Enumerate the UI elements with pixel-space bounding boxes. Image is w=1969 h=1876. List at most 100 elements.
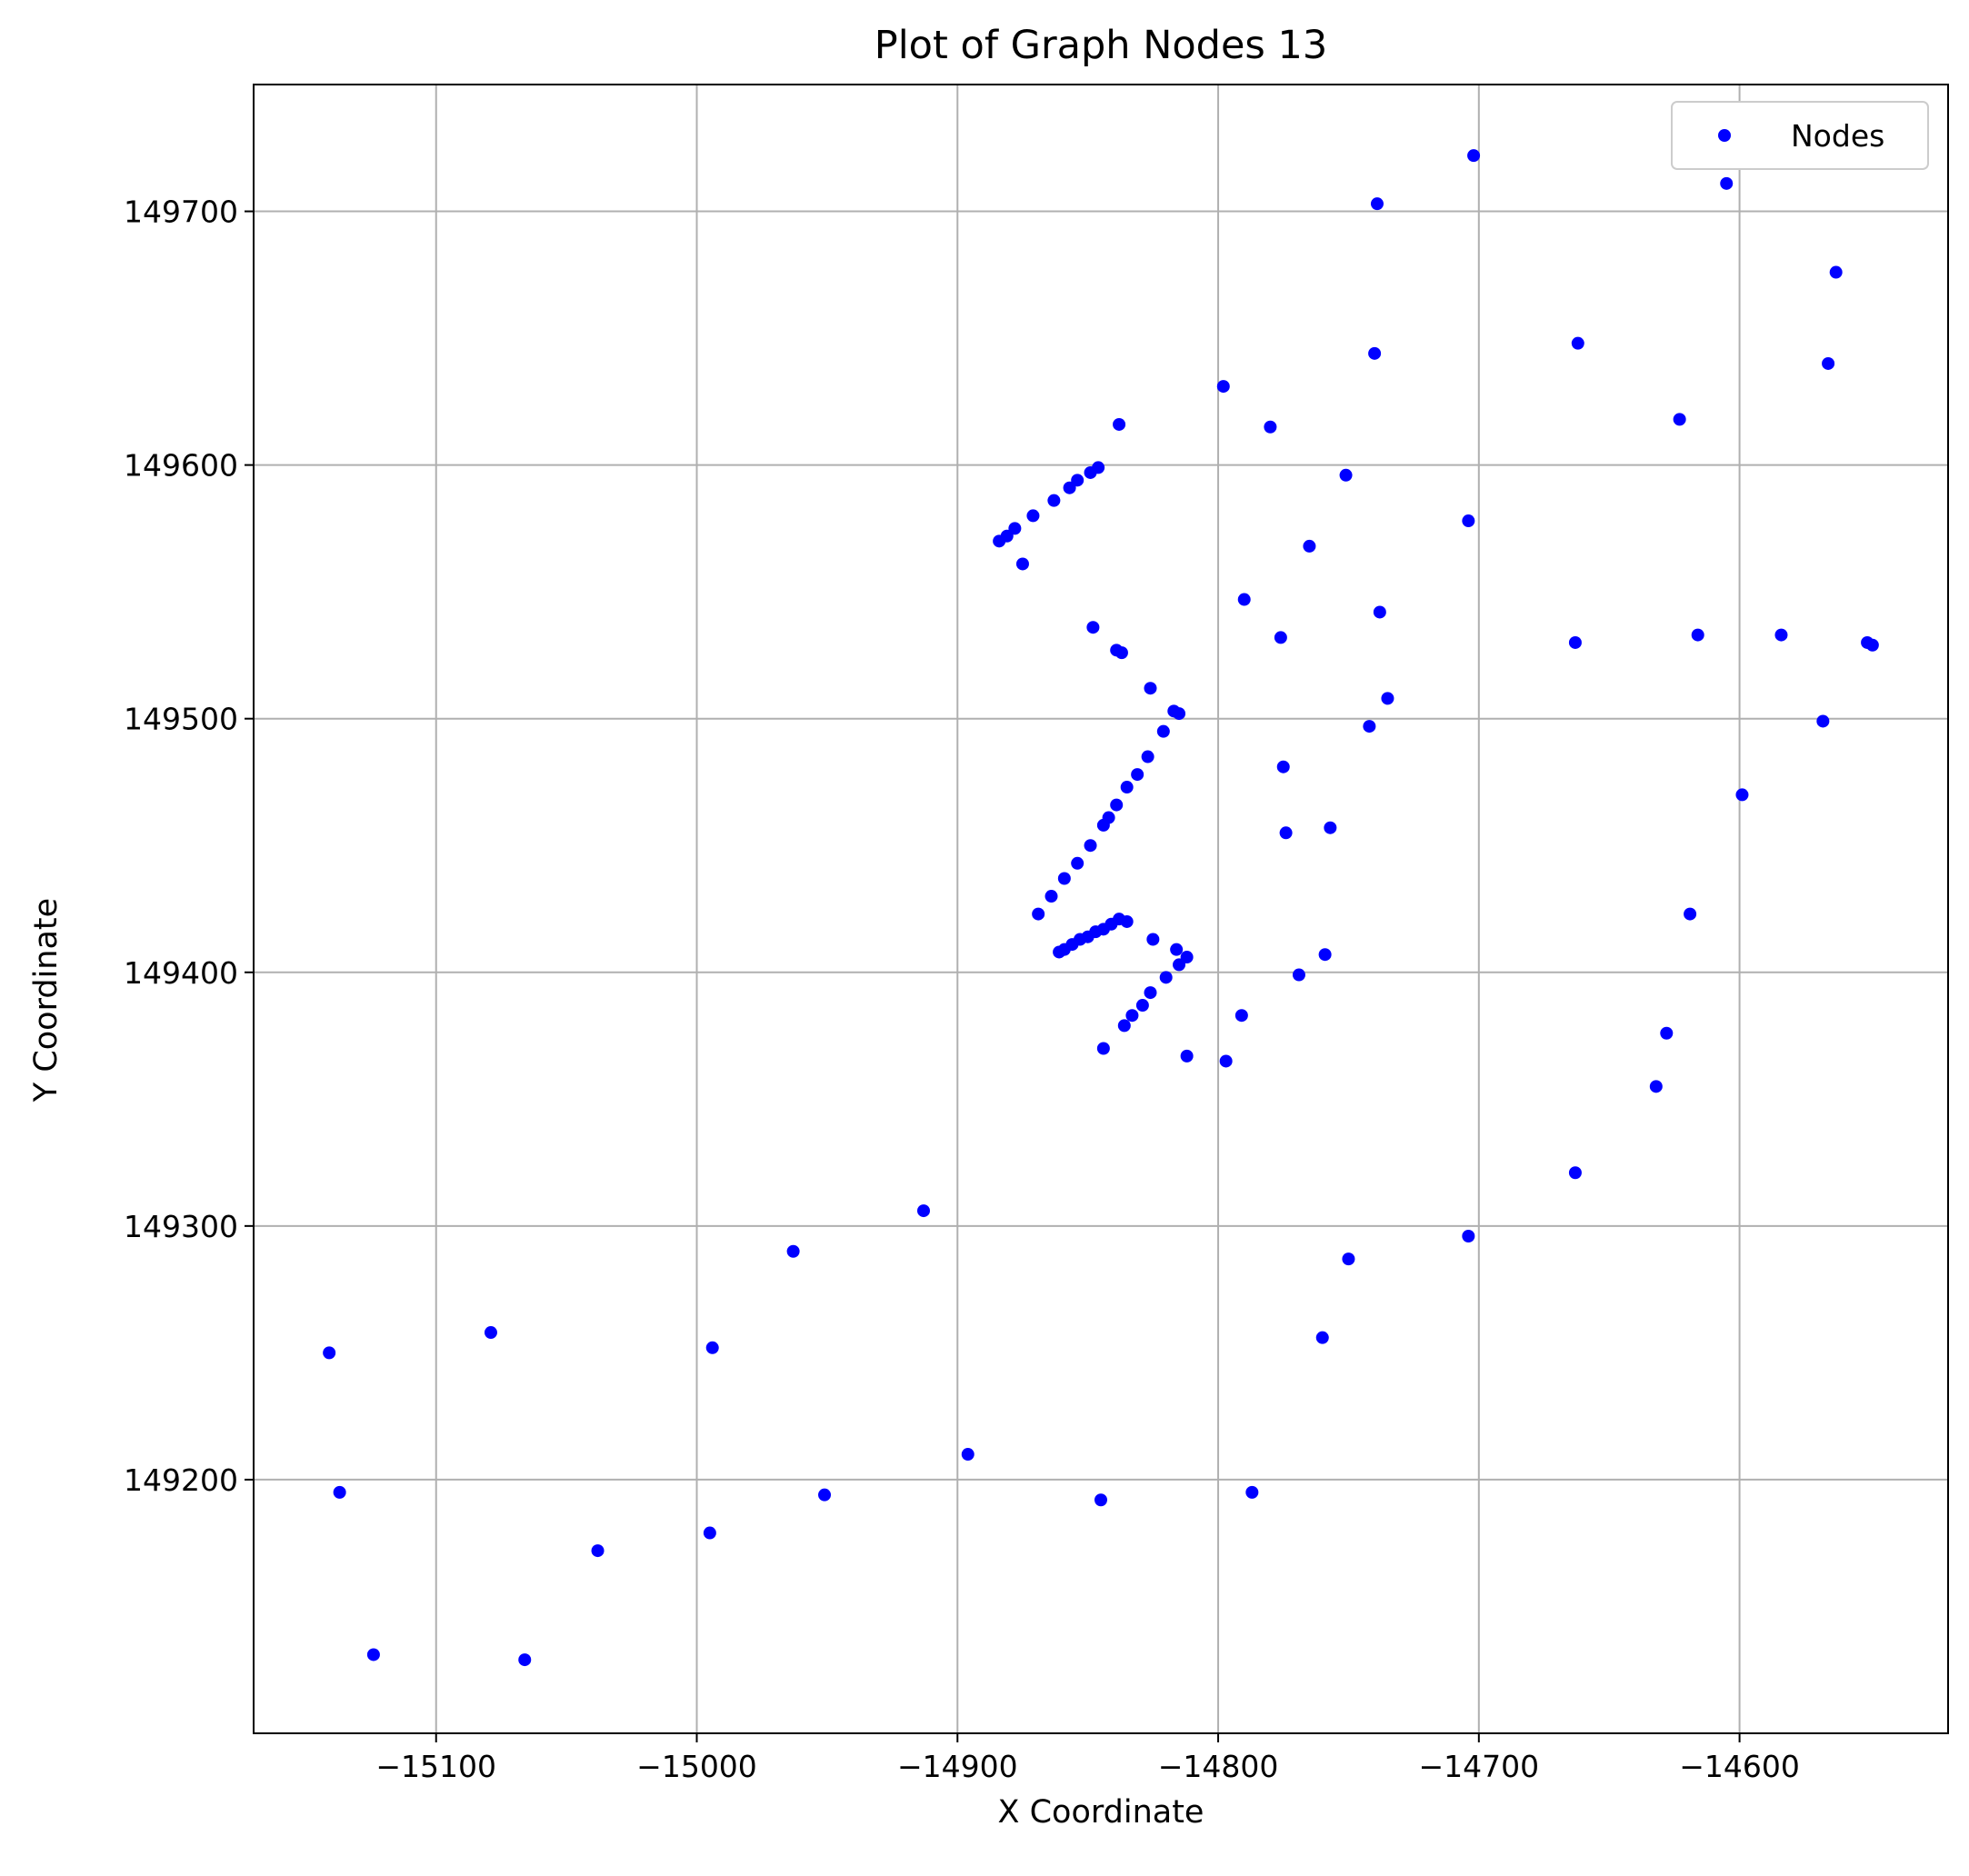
data-point	[1086, 621, 1100, 634]
data-point	[1125, 1009, 1139, 1023]
data-point	[1144, 682, 1157, 695]
data-point	[1071, 474, 1084, 487]
y-tick-label: 149600	[124, 448, 238, 484]
y-axis-label: Y Coordinate	[28, 898, 65, 1103]
x-tick-label: −14700	[1418, 1749, 1539, 1784]
data-point	[1113, 417, 1126, 431]
x-tick-label: −14600	[1679, 1749, 1800, 1784]
plot-frame	[253, 84, 1949, 1734]
data-point	[1084, 465, 1097, 479]
data-point	[1339, 468, 1353, 482]
data-point	[1342, 1252, 1355, 1266]
y-axis-ticks: 149200 149300 149400 149500 149600 149700	[124, 195, 254, 1498]
data-point	[323, 1346, 336, 1360]
data-point	[1096, 818, 1110, 832]
data-point	[1053, 945, 1066, 959]
data-point	[1649, 1080, 1663, 1093]
data-point	[366, 1648, 380, 1661]
legend-box	[1671, 101, 1929, 170]
data-point	[1047, 494, 1061, 507]
data-point	[333, 1485, 346, 1499]
data-point	[1084, 839, 1097, 853]
x-tick-label: −15100	[375, 1749, 496, 1784]
data-point	[484, 1326, 497, 1340]
data-point	[1110, 798, 1124, 812]
x-tick-label: −14900	[897, 1749, 1018, 1784]
data-point	[1829, 265, 1843, 279]
data-point	[1219, 1054, 1233, 1068]
data-point	[1173, 707, 1186, 721]
data-point	[1315, 1331, 1329, 1344]
data-point	[786, 1244, 800, 1258]
data-point	[1735, 788, 1749, 802]
data-point	[1691, 628, 1704, 642]
data-point	[1170, 943, 1184, 956]
data-point	[1096, 1042, 1110, 1055]
data-point	[1144, 986, 1157, 1000]
data-point	[1131, 768, 1144, 782]
y-tick-label: 149500	[124, 702, 238, 737]
data-point	[1146, 933, 1160, 946]
data-point	[1462, 1230, 1475, 1243]
data-point	[1008, 522, 1022, 535]
data-point	[1057, 872, 1071, 885]
x-axis-label: X Coordinate	[998, 1794, 1204, 1831]
data-point	[1237, 593, 1251, 606]
data-point	[1368, 346, 1382, 360]
data-point	[1117, 1019, 1131, 1033]
y-tick-label: 149200	[124, 1462, 238, 1498]
data-point	[1234, 1009, 1248, 1023]
data-point	[1462, 514, 1475, 528]
y-tick-label: 149400	[124, 955, 238, 991]
data-point	[1720, 176, 1734, 190]
data-point	[916, 1204, 930, 1218]
data-points	[323, 149, 1879, 1667]
data-point	[1114, 646, 1128, 660]
data-point	[1159, 971, 1173, 984]
data-point	[1094, 1493, 1107, 1507]
legend-label: Nodes	[1791, 118, 1884, 154]
data-point	[1216, 380, 1230, 394]
data-point	[591, 1544, 605, 1558]
data-point	[1173, 958, 1186, 972]
data-point	[1264, 420, 1277, 434]
data-point	[1324, 821, 1337, 834]
data-point	[1156, 724, 1170, 738]
data-point	[1373, 605, 1386, 619]
data-point	[703, 1526, 716, 1540]
x-axis-ticks: −15100 −15000 −14900 −14800 −14700 −14600	[375, 1733, 1800, 1784]
data-point	[1180, 951, 1194, 964]
x-tick-label: −15000	[636, 1749, 757, 1784]
data-point	[993, 534, 1006, 548]
data-point	[1865, 638, 1879, 652]
data-point	[1274, 631, 1287, 644]
data-point	[1318, 948, 1332, 962]
data-point	[1026, 509, 1040, 523]
data-point	[1141, 750, 1154, 763]
grid	[254, 85, 1948, 1733]
data-point	[1044, 890, 1058, 903]
data-point	[1568, 635, 1582, 649]
data-point	[1673, 413, 1686, 426]
data-point	[1568, 1166, 1582, 1180]
data-point	[818, 1488, 832, 1502]
data-point	[1276, 760, 1290, 773]
y-tick-label: 149300	[124, 1209, 238, 1244]
y-tick-label: 149700	[124, 195, 238, 230]
data-point	[1120, 781, 1134, 794]
data-point	[1135, 999, 1149, 1013]
data-point	[1180, 1049, 1194, 1063]
chart-title: Plot of Graph Nodes 13	[875, 23, 1327, 68]
data-point	[1467, 149, 1481, 163]
data-point	[1684, 907, 1697, 921]
data-point	[1071, 856, 1084, 870]
data-point	[1774, 628, 1788, 642]
data-point	[1015, 557, 1029, 571]
data-point	[1245, 1485, 1259, 1499]
data-point	[1303, 539, 1316, 553]
data-point	[1063, 481, 1076, 494]
data-point	[1279, 826, 1293, 840]
legend-marker	[1718, 129, 1731, 142]
